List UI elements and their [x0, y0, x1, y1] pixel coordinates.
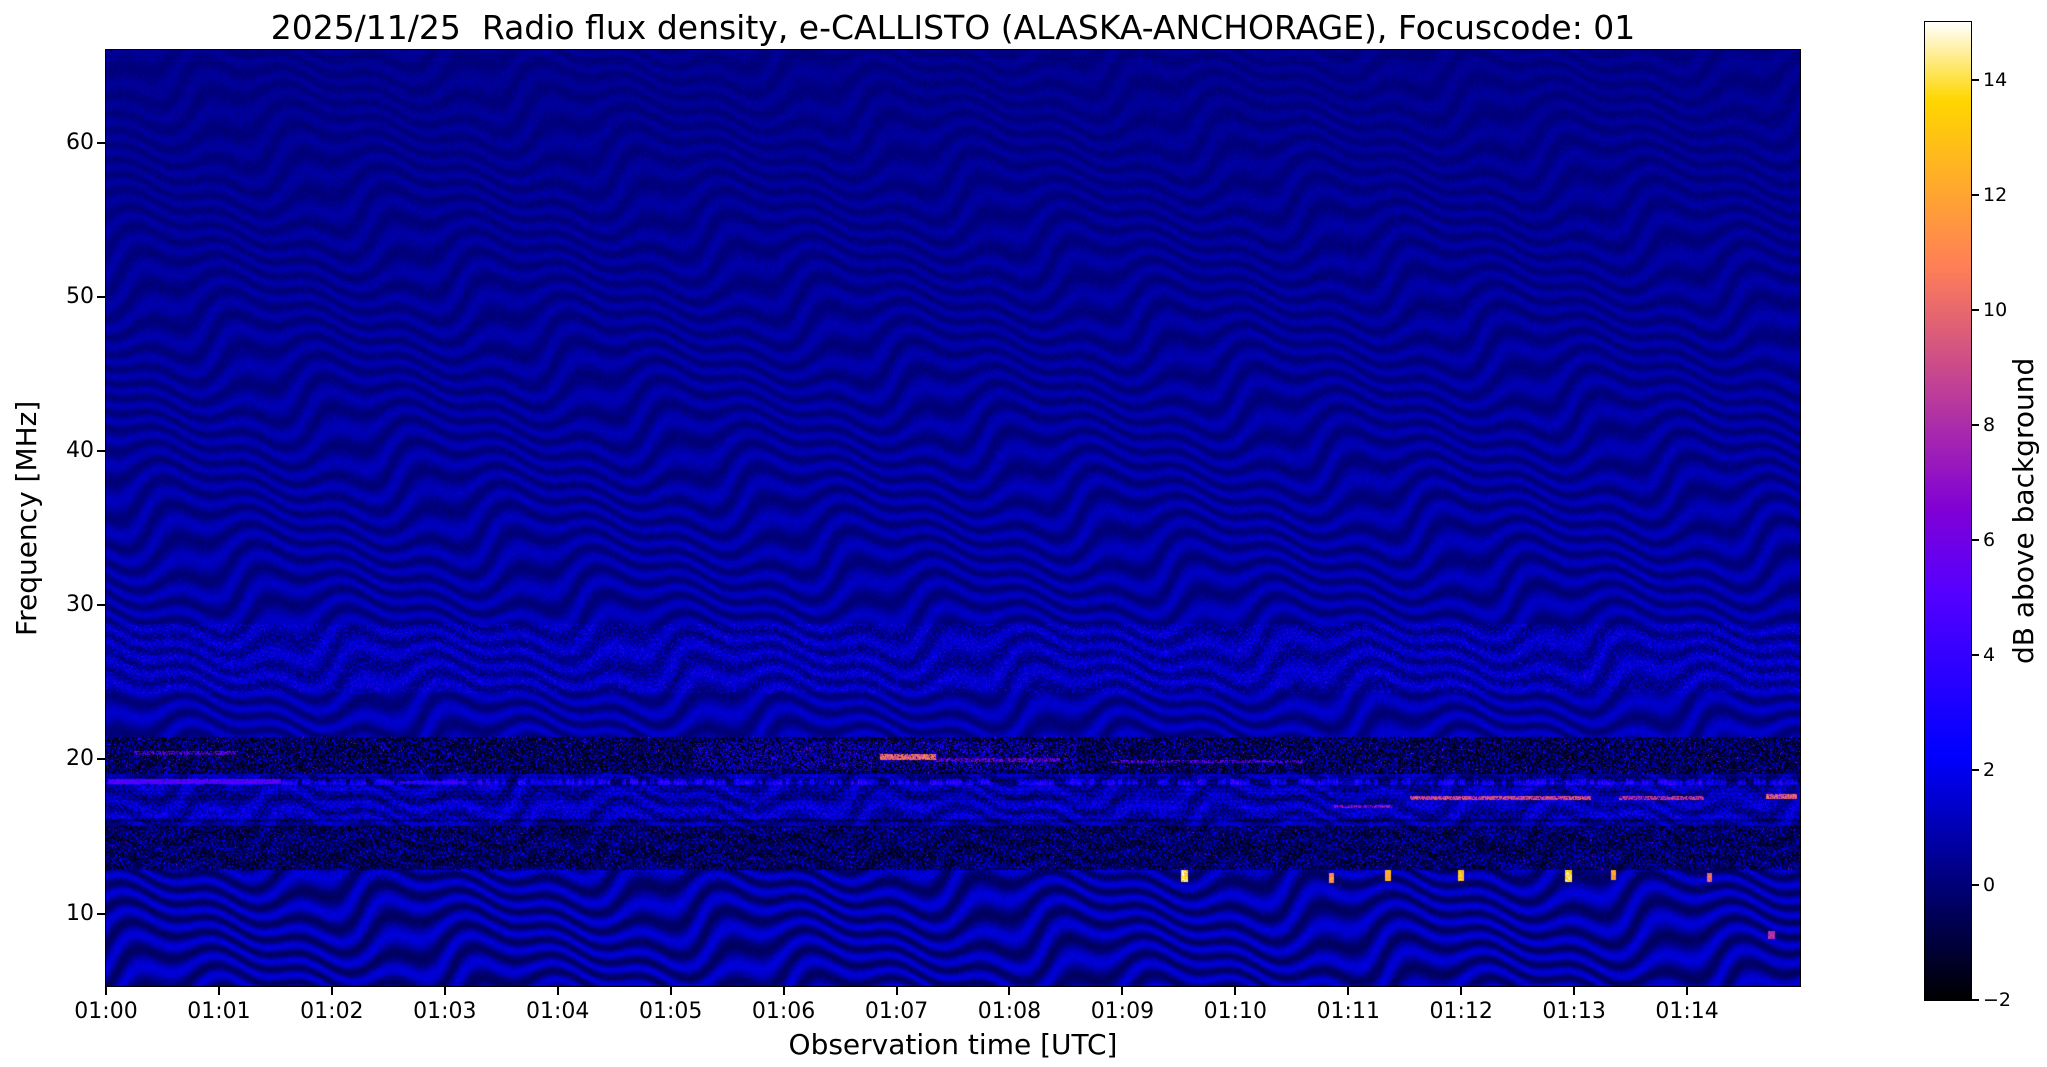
- x-tick-label: 01:06: [751, 999, 816, 1024]
- x-axis-label: Observation time [UTC]: [788, 1028, 1118, 1061]
- colorbar-tick-label: −2: [1983, 989, 2012, 1011]
- x-tick-mark: [556, 986, 559, 995]
- x-tick-mark: [1121, 986, 1124, 995]
- y-tick-mark: [97, 758, 106, 761]
- colorbar-tick-mark: [1971, 653, 1979, 656]
- y-tick-label: 60: [66, 129, 94, 155]
- x-tick-mark: [782, 986, 785, 995]
- x-tick-mark: [669, 986, 672, 995]
- colorbar-tick-label: 8: [1983, 413, 1996, 436]
- x-tick-label: 01:12: [1429, 999, 1493, 1024]
- x-tick-label: 01:14: [1655, 999, 1719, 1024]
- x-tick-mark: [1234, 986, 1237, 995]
- colorbar-tick-mark: [1971, 423, 1979, 426]
- x-tick-mark: [1686, 986, 1689, 995]
- colorbar-tick-mark: [1971, 538, 1979, 541]
- colorbar-tick-label: 4: [1983, 643, 1996, 666]
- x-tick-mark: [1347, 986, 1350, 995]
- x-tick-label: 01:09: [1090, 999, 1155, 1024]
- colorbar-tick-mark: [1971, 883, 1979, 886]
- x-tick-label: 01:04: [526, 999, 590, 1024]
- x-tick-mark: [1008, 986, 1011, 995]
- chart-title: 2025/11/25 Radio flux density, e-CALLIST…: [270, 8, 1636, 47]
- x-tick-mark: [217, 986, 220, 995]
- x-tick-label: 01:05: [638, 999, 703, 1024]
- x-tick-label: 01:11: [1316, 999, 1380, 1024]
- colorbar-tick-mark: [1971, 78, 1979, 81]
- spectrogram-canvas: [106, 50, 1800, 986]
- y-tick-mark: [97, 449, 106, 452]
- colorbar-tick-mark: [1971, 308, 1979, 311]
- colorbar: [1924, 21, 1972, 1001]
- y-tick-label: 50: [66, 283, 94, 309]
- colorbar-label: dB above background: [2007, 357, 2040, 665]
- y-tick-mark: [97, 295, 106, 298]
- colorbar-tick-mark: [1971, 193, 1979, 196]
- x-tick-label: 01:13: [1542, 999, 1606, 1024]
- y-tick-label: 40: [66, 437, 94, 463]
- x-tick-label: 01:07: [864, 999, 929, 1024]
- colorbar-tick-label: 6: [1983, 528, 1996, 551]
- y-tick-label: 10: [66, 900, 94, 926]
- y-tick-mark: [97, 604, 106, 607]
- x-tick-mark: [1573, 986, 1576, 995]
- y-tick-label: 30: [66, 592, 94, 618]
- y-axis-label: Frequency [MHz]: [10, 400, 43, 636]
- x-tick-mark: [1460, 986, 1463, 995]
- x-tick-mark: [330, 986, 333, 995]
- x-tick-label: 01:02: [300, 999, 364, 1024]
- x-tick-label: 01:00: [74, 999, 138, 1024]
- x-tick-label: 01:01: [187, 999, 251, 1024]
- colorbar-tick-mark: [1971, 999, 1979, 1001]
- colorbar-tick-label: 0: [1983, 873, 1996, 896]
- spectrogram-plot-area: [105, 49, 1801, 987]
- colorbar-tick-label: 10: [1983, 298, 2008, 321]
- x-tick-mark: [443, 986, 446, 995]
- y-tick-mark: [97, 141, 106, 144]
- x-tick-label: 01:10: [1203, 999, 1268, 1024]
- colorbar-canvas: [1925, 22, 1971, 1000]
- x-tick-label: 01:08: [977, 999, 1042, 1024]
- x-tick-label: 01:03: [413, 999, 477, 1024]
- colorbar-tick-label: 2: [1983, 758, 1996, 781]
- colorbar-tick-label: 14: [1983, 68, 2008, 91]
- x-tick-mark: [895, 986, 898, 995]
- colorbar-tick-mark: [1971, 768, 1979, 771]
- y-tick-mark: [97, 912, 106, 915]
- colorbar-tick-label: 12: [1983, 183, 2008, 206]
- x-tick-mark: [105, 986, 107, 995]
- y-tick-label: 20: [66, 746, 94, 772]
